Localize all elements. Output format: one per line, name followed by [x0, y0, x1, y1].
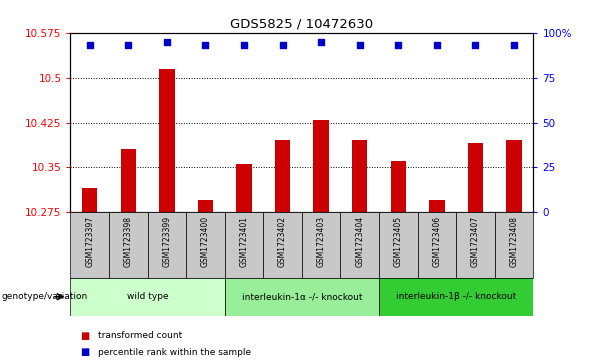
Text: GSM1723401: GSM1723401 [240, 216, 248, 266]
Point [355, 42, 365, 48]
Text: ■: ■ [80, 347, 89, 357]
Point [162, 39, 172, 45]
Text: transformed count: transformed count [98, 331, 182, 340]
Point [200, 42, 210, 48]
Point [471, 42, 481, 48]
Title: GDS5825 / 10472630: GDS5825 / 10472630 [230, 17, 373, 30]
Bar [275, 140, 291, 212]
Bar [506, 140, 522, 212]
Point [85, 42, 94, 48]
FancyBboxPatch shape [70, 278, 225, 316]
FancyBboxPatch shape [379, 212, 417, 278]
Point [123, 42, 133, 48]
Bar [121, 150, 136, 212]
Text: GSM1723403: GSM1723403 [317, 216, 326, 267]
FancyBboxPatch shape [225, 212, 264, 278]
Bar [313, 119, 329, 212]
FancyBboxPatch shape [148, 212, 186, 278]
FancyBboxPatch shape [225, 278, 379, 316]
Text: GSM1723406: GSM1723406 [432, 216, 441, 267]
Text: GSM1723402: GSM1723402 [278, 216, 287, 266]
Text: GSM1723399: GSM1723399 [162, 216, 172, 267]
Text: genotype/variation: genotype/variation [1, 292, 88, 301]
Point [432, 42, 442, 48]
FancyBboxPatch shape [379, 278, 533, 316]
Text: interleukin-1β -/- knockout: interleukin-1β -/- knockout [396, 292, 516, 301]
FancyBboxPatch shape [70, 212, 109, 278]
Bar [352, 140, 367, 212]
FancyBboxPatch shape [417, 212, 456, 278]
FancyBboxPatch shape [340, 212, 379, 278]
Bar [159, 69, 175, 212]
FancyBboxPatch shape [109, 212, 148, 278]
Text: GSM1723400: GSM1723400 [201, 216, 210, 267]
Point [239, 42, 249, 48]
Point [316, 39, 326, 45]
Bar [82, 188, 97, 212]
Point [509, 42, 519, 48]
Text: GSM1723408: GSM1723408 [509, 216, 519, 266]
Bar [468, 143, 483, 212]
FancyBboxPatch shape [495, 212, 533, 278]
Text: interleukin-1α -/- knockout: interleukin-1α -/- knockout [242, 292, 362, 301]
Text: GSM1723397: GSM1723397 [85, 216, 94, 267]
FancyBboxPatch shape [264, 212, 302, 278]
Bar [237, 164, 252, 212]
Text: GSM1723398: GSM1723398 [124, 216, 133, 266]
Bar [198, 200, 213, 212]
Text: percentile rank within the sample: percentile rank within the sample [98, 348, 251, 356]
Point [394, 42, 403, 48]
Text: GSM1723405: GSM1723405 [394, 216, 403, 267]
FancyBboxPatch shape [456, 212, 495, 278]
Text: GSM1723404: GSM1723404 [356, 216, 364, 267]
Point [278, 42, 287, 48]
Text: GSM1723407: GSM1723407 [471, 216, 480, 267]
FancyBboxPatch shape [186, 212, 225, 278]
Text: wild type: wild type [127, 292, 169, 301]
Text: ■: ■ [80, 331, 89, 341]
Bar [429, 200, 444, 212]
FancyBboxPatch shape [302, 212, 340, 278]
Bar [390, 162, 406, 212]
